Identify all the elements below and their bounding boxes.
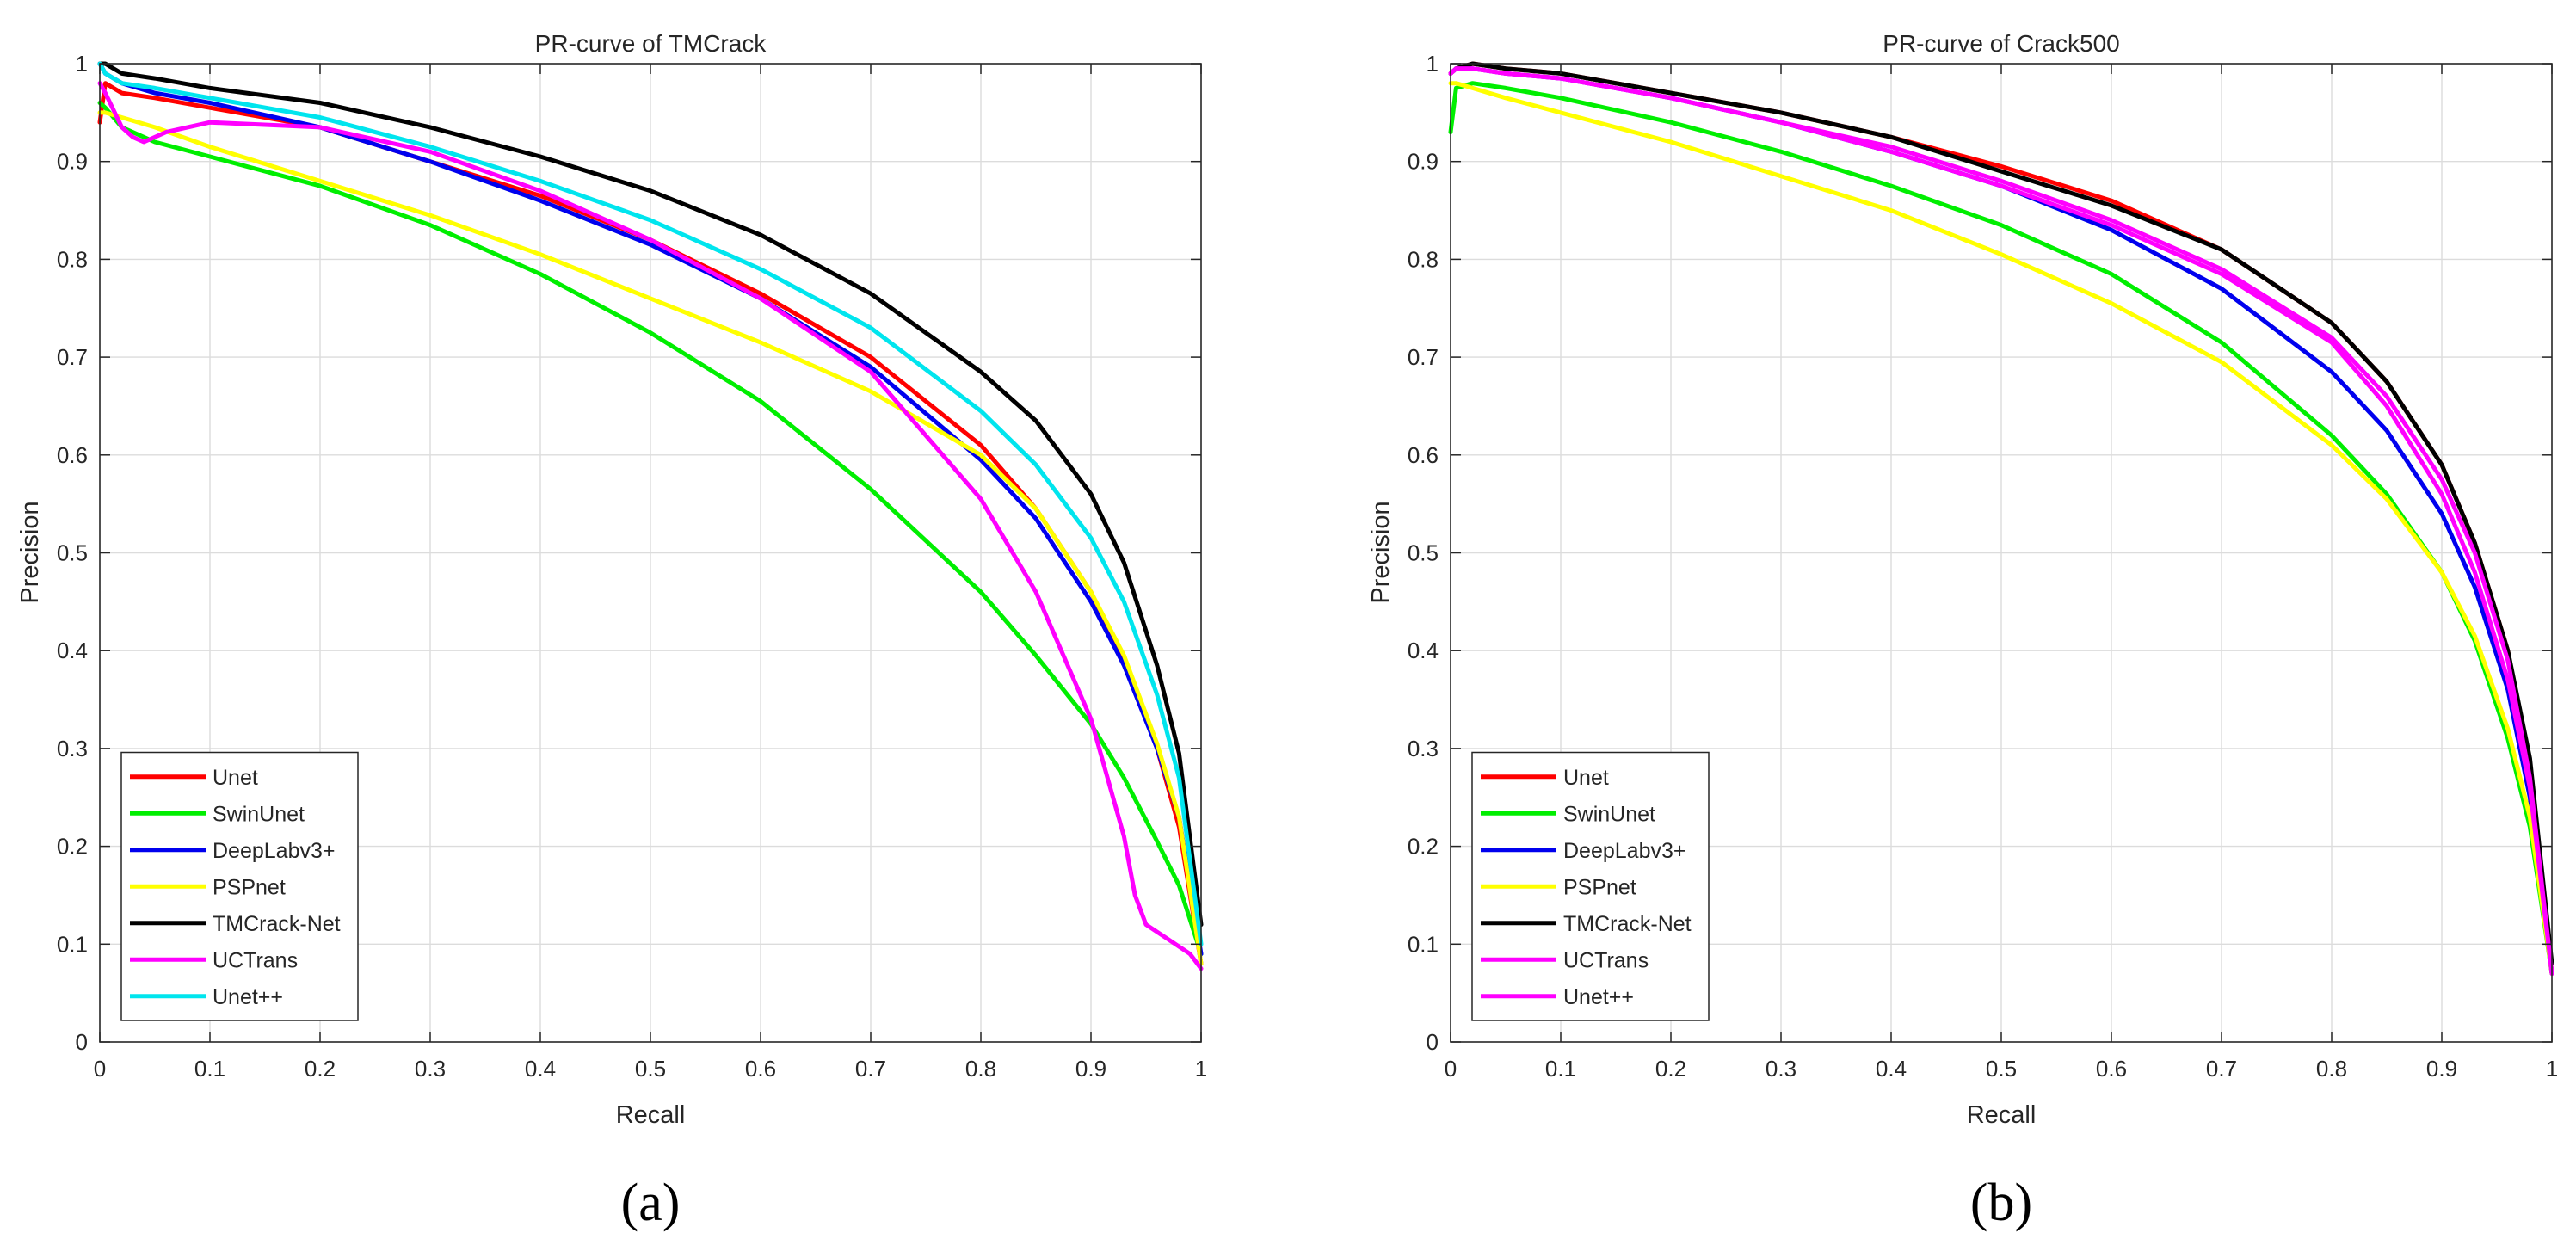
y-tick-label: 1	[1427, 51, 1439, 77]
x-tick-label: 0.8	[2316, 1056, 2347, 1082]
legend: Unet SwinUnet DeepLabv3+ PSPnet TMCrack-Net U…	[1471, 751, 1710, 1021]
y-tick-label: 0.9	[57, 149, 88, 175]
y-tick-label: 0.1	[57, 931, 88, 957]
x-tick-label: 0.3	[1766, 1056, 1796, 1082]
legend-label: Unet	[1563, 766, 1609, 790]
legend-label: DeepLabv3+	[213, 839, 335, 863]
y-tick-label: 0.1	[1408, 931, 1439, 957]
x-tick-label: 0.4	[525, 1056, 556, 1082]
x-tick-label: 0.9	[2426, 1056, 2457, 1082]
legend: Unet SwinUnet DeepLabv3+ PSPnet TMCrack-Net U…	[120, 751, 359, 1021]
legend-label: PSPnet	[1563, 875, 1636, 899]
x-tick-label: 0.7	[855, 1056, 886, 1082]
x-tick-label: 0.7	[2206, 1056, 2237, 1082]
y-tick-label: 0.6	[1408, 442, 1439, 468]
y-tick-label: 0.6	[57, 442, 88, 468]
pr-curves	[97, 61, 1204, 971]
x-tick-label: 0.5	[635, 1056, 666, 1082]
legend-label: TMCrack-Net	[1563, 912, 1692, 936]
x-tick-label: 0.6	[2096, 1056, 2127, 1082]
x-tick-label: 0.1	[1545, 1056, 1576, 1082]
y-axis-label: Precision	[1367, 501, 1395, 603]
y-tick-label: 1	[76, 51, 88, 77]
curve-uctrans	[97, 81, 1204, 971]
x-tick-label: 0.2	[305, 1056, 336, 1082]
x-tick-label: 0.3	[415, 1056, 446, 1082]
x-tick-label: 0.8	[965, 1056, 996, 1082]
y-tick-label: 0.3	[1408, 736, 1439, 761]
chart-panel-b: 0 0.1 0.2 0.3 0.4 0.5 0.6 0.7 0.8 0.9 1 0 0.1 0.2 0.3 0…	[1367, 30, 2558, 1232]
legend-label: TMCrack-Net	[213, 912, 341, 936]
curve-tmcrack-net	[1448, 61, 2554, 966]
curve-unet	[97, 61, 1204, 946]
pr-curves	[1448, 61, 2554, 976]
y-tick-label: 0.8	[57, 246, 88, 272]
y-tick-label: 0.5	[1408, 540, 1439, 566]
x-tick-label: 0.2	[1655, 1056, 1686, 1082]
x-tick-label: 0.5	[1986, 1056, 2017, 1082]
legend-label: SwinUnet	[213, 802, 305, 826]
y-tick-label: 0	[1427, 1029, 1439, 1055]
y-tick-label: 0.2	[1408, 834, 1439, 860]
legend-label: UCTrans	[213, 948, 298, 972]
x-tick-label: 0.6	[745, 1056, 776, 1082]
chart-panel-a: 0 0.1 0.2 0.3 0.4 0.5 0.6 0.7 0.8 0.9 1 0 0.1 0.2 0.3 0…	[16, 30, 1207, 1232]
x-tick-label: 0.4	[1876, 1056, 1907, 1082]
curve-pspnet	[1448, 81, 2554, 976]
legend-label: DeepLabv3+	[1563, 839, 1685, 863]
panel-label: (a)	[621, 1174, 681, 1232]
legend-label: Unet	[213, 766, 258, 790]
y-tick-label: 0.8	[1408, 246, 1439, 272]
y-tick-label: 0.3	[57, 736, 88, 761]
y-axis-label: Precision	[16, 501, 44, 603]
x-axis-label: Recall	[616, 1101, 686, 1129]
y-tick-label: 0	[76, 1029, 88, 1055]
y-tick-label: 0.4	[57, 638, 88, 663]
x-tick-label: 0.1	[194, 1056, 225, 1082]
y-tick-label: 0.5	[57, 540, 88, 566]
curve-tmcrack-net	[97, 61, 1204, 928]
axis-ticks: 0 0.1 0.2 0.3 0.4 0.5 0.6 0.7 0.8 0.9 1 0 0.1 0.2 0.3 0…	[1408, 51, 2558, 1082]
chart-title: PR-curve of TMCrack	[535, 30, 767, 57]
panel-label: (b)	[1970, 1174, 2032, 1232]
x-tick-label: 0	[94, 1056, 106, 1082]
y-tick-label: 0.4	[1408, 638, 1439, 663]
x-tick-label: 1	[2546, 1056, 2558, 1082]
legend-label: Unet++	[213, 985, 283, 1009]
legend-label: UCTrans	[1563, 948, 1649, 972]
x-axis-label: Recall	[1967, 1101, 2037, 1129]
legend-label: SwinUnet	[1563, 802, 1655, 826]
axis-ticks: 0 0.1 0.2 0.3 0.4 0.5 0.6 0.7 0.8 0.9 1 0 0.1 0.2 0.3 0…	[57, 51, 1207, 1082]
x-tick-label: 0	[1445, 1056, 1457, 1082]
y-tick-label: 0.7	[1408, 344, 1439, 370]
x-tick-label: 1	[1195, 1056, 1207, 1082]
chart-title: PR-curve of Crack500	[1883, 30, 2119, 57]
legend-label: PSPnet	[213, 875, 286, 899]
legend-label: Unet++	[1563, 985, 1634, 1009]
x-tick-label: 0.9	[1075, 1056, 1106, 1082]
curve-unet	[1448, 66, 2554, 976]
y-tick-label: 0.7	[57, 344, 88, 370]
curve-pspnet	[97, 110, 1204, 966]
y-tick-label: 0.9	[1408, 149, 1439, 175]
y-tick-label: 0.2	[57, 834, 88, 860]
